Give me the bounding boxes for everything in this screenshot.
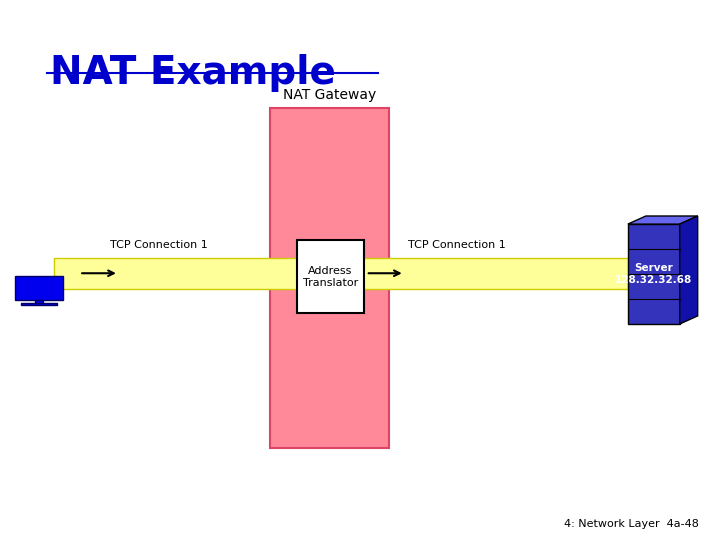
Text: NAT Gateway: NAT Gateway — [283, 87, 376, 102]
Text: NAT Example: NAT Example — [50, 54, 336, 92]
Text: TCP Connection 1: TCP Connection 1 — [109, 240, 207, 250]
Bar — [14, 276, 63, 300]
Bar — [297, 240, 364, 313]
Bar — [21, 302, 57, 305]
Bar — [270, 108, 389, 448]
Bar — [628, 224, 680, 324]
Bar — [35, 300, 42, 304]
Text: Server
128.32.32.68: Server 128.32.32.68 — [615, 263, 693, 285]
Text: TCP Connection 1: TCP Connection 1 — [408, 240, 506, 250]
Bar — [54, 258, 628, 289]
Text: Address
Translator: Address Translator — [303, 266, 358, 287]
Text: 4: Network Layer  4a-48: 4: Network Layer 4a-48 — [564, 519, 698, 529]
Polygon shape — [680, 216, 698, 324]
Polygon shape — [628, 216, 698, 224]
